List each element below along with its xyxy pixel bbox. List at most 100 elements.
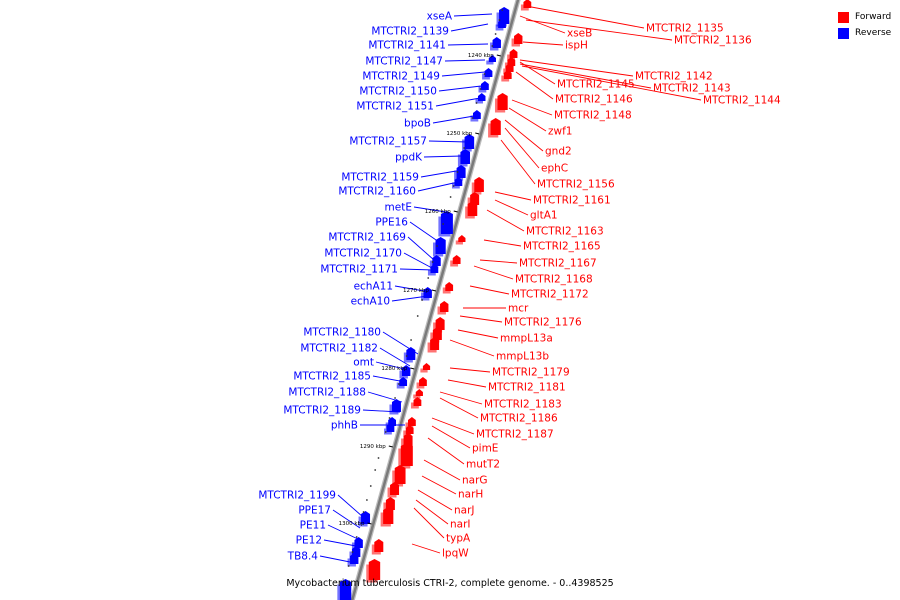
- forward-gene-label[interactable]: MTCTRI2_1142: [635, 71, 713, 83]
- reverse-gene-label[interactable]: MTCTRI2_1171: [320, 264, 398, 276]
- reverse-gene-label[interactable]: MTCTRI2_1160: [338, 186, 416, 198]
- forward-gene-label[interactable]: mcr: [508, 303, 529, 315]
- forward-gene-label[interactable]: MTCTRI2_1186: [480, 413, 558, 425]
- reverse-gene-label[interactable]: MTCTRI2_1189: [283, 405, 361, 417]
- forward-gene-label[interactable]: narJ: [454, 505, 475, 517]
- legend-item-reverse: Reverse: [838, 25, 891, 41]
- reverse-gene-label[interactable]: MTCTRI2_1180: [303, 327, 381, 339]
- reverse-gene-label[interactable]: MTCTRI2_1169: [328, 232, 406, 244]
- reverse-gene-label[interactable]: MTCTRI2_1159: [341, 172, 419, 184]
- leader-line: [431, 417, 475, 435]
- forward-gene-label[interactable]: lpqW: [442, 548, 469, 560]
- reverse-gene-label[interactable]: MTCTRI2_1170: [324, 248, 402, 260]
- reverse-gene-label[interactable]: MTCTRI2_1188: [288, 387, 366, 399]
- reverse-gene-label[interactable]: MTCTRI2_1149: [362, 71, 440, 83]
- scale-tick-label: 1300 kbp: [339, 521, 365, 527]
- leader-line: [403, 252, 433, 269]
- reverse-gene-label[interactable]: MTCTRI2_1147: [365, 56, 443, 68]
- forward-gene-label[interactable]: MTCTRI2_1187: [476, 429, 554, 441]
- forward-gene-label[interactable]: ephC: [541, 163, 568, 175]
- forward-gene-feature: [371, 539, 384, 555]
- forward-gene-label[interactable]: MTCTRI2_1144: [703, 95, 781, 107]
- position-marker: [452, 185, 455, 187]
- forward-gene-label[interactable]: typA: [446, 533, 471, 545]
- reverse-gene-label[interactable]: MTCTRI2_1185: [293, 371, 371, 383]
- forward-gene-label[interactable]: zwf1: [548, 126, 572, 138]
- forward-gene-feature: [520, 0, 532, 11]
- forward-gene-label[interactable]: narG: [462, 475, 488, 487]
- reverse-gene-label[interactable]: MTCTRI2_1157: [349, 136, 427, 148]
- reverse-gene-label[interactable]: TB8.4: [287, 551, 319, 563]
- reverse-gene-label[interactable]: MTCTRI2_1139: [371, 26, 449, 38]
- reverse-gene-label[interactable]: MTCTRI2_1199: [258, 490, 336, 502]
- forward-gene-label[interactable]: gnd2: [545, 146, 572, 158]
- leader-line: [504, 119, 544, 152]
- forward-gene-feature: [471, 177, 484, 195]
- reverse-gene-label[interactable]: omt: [353, 357, 374, 369]
- forward-gene-label[interactable]: gltA1: [530, 210, 558, 222]
- forward-gene-label[interactable]: MTCTRI2_1179: [492, 367, 570, 379]
- forward-gene-label[interactable]: MTCTRI2_1176: [504, 317, 582, 329]
- reverse-gene-label[interactable]: ppdK: [395, 152, 423, 164]
- reverse-gene-label[interactable]: PPE16: [375, 217, 408, 229]
- forward-gene-label[interactable]: MTCTRI2_1145: [557, 79, 635, 91]
- position-marker: [463, 147, 466, 149]
- legend: Forward Reverse: [838, 9, 891, 41]
- forward-gene-label[interactable]: mmpL13a: [500, 333, 553, 345]
- reverse-gene-label[interactable]: MTCTRI2_1150: [359, 86, 437, 98]
- reverse-gene-label[interactable]: MTCTRI2_1141: [368, 40, 446, 52]
- leader-line: [494, 191, 532, 201]
- leader-line: [428, 140, 469, 143]
- reverse-gene-feature: [462, 134, 475, 152]
- reverse-gene-label[interactable]: echA10: [351, 296, 390, 308]
- forward-gene-label[interactable]: mutT2: [466, 459, 500, 471]
- reverse-gene-label[interactable]: bpoB: [404, 118, 431, 130]
- forward-gene-label[interactable]: pimE: [472, 443, 498, 455]
- reverse-gene-feature: [495, 19, 506, 31]
- forward-gene-label[interactable]: xseB: [567, 28, 592, 40]
- forward-gene-label[interactable]: MTCTRI2_1161: [533, 195, 611, 207]
- leader-line: [494, 199, 529, 216]
- reverse-gene-label[interactable]: phhB: [331, 420, 358, 432]
- leader-line: [417, 181, 459, 192]
- forward-gene-feature: [437, 301, 449, 315]
- leader-line: [515, 71, 554, 100]
- leader-line: [453, 13, 493, 17]
- forward-gene-label[interactable]: narI: [450, 519, 471, 531]
- reverse-gene-label[interactable]: MTCTRI2_1151: [356, 101, 434, 113]
- forward-gene-label[interactable]: MTCTRI2_1183: [484, 399, 562, 411]
- forward-gene-label[interactable]: MTCTRI2_1163: [526, 226, 604, 238]
- leader-line: [525, 5, 645, 29]
- scale-tick-mark: [496, 54, 501, 57]
- forward-gene-label[interactable]: MTCTRI2_1136: [674, 35, 752, 47]
- position-marker: [498, 19, 501, 21]
- forward-gene-label[interactable]: MTCTRI2_1172: [511, 289, 589, 301]
- forward-gene-label[interactable]: MTCTRI2_1148: [554, 110, 632, 122]
- position-marker: [475, 102, 478, 104]
- forward-gene-label[interactable]: mmpL13b: [496, 351, 549, 363]
- reverse-gene-label[interactable]: MTCTRI2_1182: [300, 343, 378, 355]
- forward-gene-label[interactable]: MTCTRI2_1168: [515, 274, 593, 286]
- leader-line: [423, 459, 461, 481]
- genome-backbone: [350, 0, 520, 600]
- reverse-gene-feature: [389, 399, 401, 415]
- position-marker: [366, 499, 368, 501]
- reverse-gene-label[interactable]: PE12: [296, 535, 322, 547]
- leader-line: [447, 379, 487, 388]
- reverse-gene-label[interactable]: echA11: [354, 281, 393, 293]
- forward-gene-label[interactable]: ispH: [565, 40, 588, 52]
- forward-gene-feature: [465, 201, 478, 219]
- reverse-gene-label[interactable]: PPE17: [298, 505, 331, 517]
- forward-gene-label[interactable]: MTCTRI2_1135: [646, 23, 724, 35]
- forward-gene-label[interactable]: MTCTRI2_1156: [537, 179, 615, 191]
- forward-gene-label[interactable]: MTCTRI2_1165: [523, 241, 601, 253]
- forward-gene-label[interactable]: MTCTRI2_1143: [653, 83, 731, 95]
- reverse-gene-label[interactable]: xseA: [427, 11, 453, 23]
- legend-swatch: [838, 27, 849, 39]
- forward-gene-label[interactable]: MTCTRI2_1167: [519, 258, 597, 270]
- reverse-gene-label[interactable]: metE: [385, 202, 412, 214]
- forward-gene-label[interactable]: MTCTRI2_1181: [488, 382, 566, 394]
- reverse-gene-label[interactable]: PE11: [300, 520, 326, 532]
- forward-gene-label[interactable]: MTCTRI2_1146: [555, 94, 633, 106]
- forward-gene-label[interactable]: narH: [458, 489, 483, 501]
